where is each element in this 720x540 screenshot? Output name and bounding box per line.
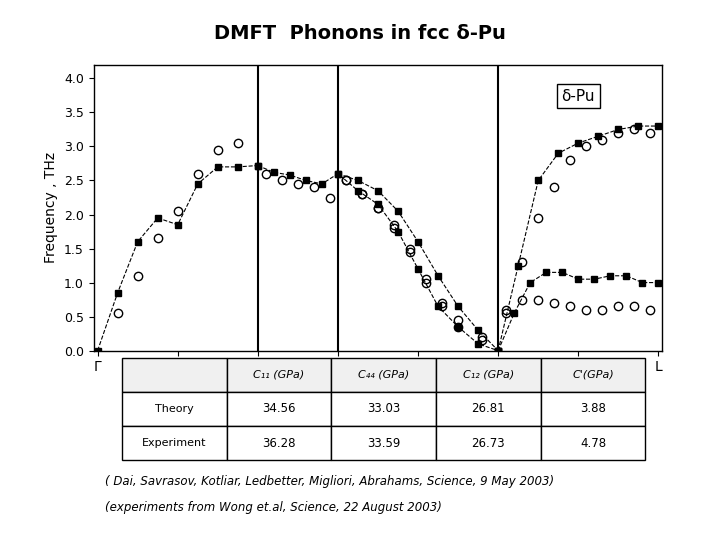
Text: (experiments from Wong et.al, Science, 22 August 2003): (experiments from Wong et.al, Science, 2… <box>105 501 442 514</box>
Y-axis label: Frequency , THz: Frequency , THz <box>45 152 58 264</box>
Text: δ-Pu: δ-Pu <box>562 89 595 104</box>
Text: ( Dai, Savrasov, Kotliar, Ledbetter, Migliori, Abrahams, Science, 9 May 2003): ( Dai, Savrasov, Kotliar, Ledbetter, Mig… <box>105 475 554 488</box>
Text: DMFT  Phonons in fcc δ-Pu: DMFT Phonons in fcc δ-Pu <box>214 24 506 43</box>
